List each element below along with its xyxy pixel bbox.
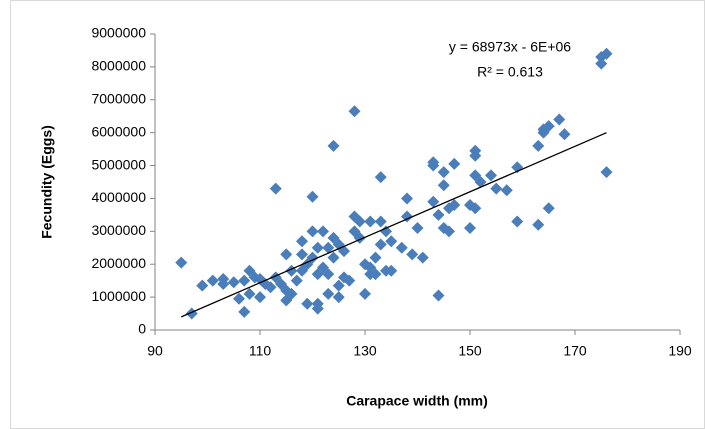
data-point (227, 276, 240, 289)
data-point (196, 279, 209, 292)
x-tick-label: 90 (147, 343, 163, 359)
data-point (474, 176, 487, 188)
data-point (464, 222, 476, 235)
y-tick-label: 2000000 (91, 255, 146, 271)
data-point (595, 57, 608, 70)
data-point (600, 47, 613, 60)
data-point (243, 287, 256, 300)
data-point (432, 208, 445, 221)
data-point (327, 139, 340, 152)
data-point (359, 287, 371, 300)
data-point (285, 287, 298, 300)
y-tick-label: 0 (138, 321, 146, 337)
data-point (374, 238, 387, 251)
data-point (374, 215, 387, 228)
x-tick-label: 190 (668, 343, 692, 359)
x-tick-label: 150 (458, 343, 482, 359)
data-point (542, 120, 555, 133)
data-point (369, 251, 382, 264)
data-point (217, 277, 230, 290)
y-tick-label: 3000000 (91, 222, 146, 238)
data-point (296, 235, 308, 248)
data-point (532, 218, 545, 231)
y-tick-label: 7000000 (91, 90, 146, 106)
y-tick-label: 9000000 (91, 25, 146, 41)
data-point (401, 210, 413, 223)
data-point (485, 169, 497, 182)
data-point (290, 274, 303, 287)
r-squared-annotation: R² = 0.613 (477, 64, 543, 80)
data-point (532, 139, 545, 152)
data-point (264, 281, 277, 294)
data-point (385, 235, 398, 248)
data-point (558, 128, 571, 141)
data-point (448, 157, 461, 170)
data-point (437, 166, 450, 179)
data-point (427, 195, 440, 208)
data-point (437, 179, 450, 192)
data-point (322, 287, 335, 300)
data-point (327, 251, 340, 264)
data-point (317, 225, 329, 238)
data-point (348, 105, 361, 118)
data-point (280, 248, 293, 261)
data-point (311, 302, 324, 315)
data-point (296, 248, 308, 261)
data-point (542, 202, 555, 215)
x-tick-label: 130 (353, 343, 377, 359)
data-point (448, 199, 461, 212)
data-point (500, 184, 513, 197)
data-point (322, 268, 335, 281)
data-point (238, 305, 251, 318)
data-point (233, 292, 245, 305)
data-point (443, 225, 455, 238)
x-axis-title: Carapace width (mm) (346, 393, 488, 409)
y-tick-label: 1000000 (91, 288, 146, 304)
data-point (380, 225, 392, 238)
y-axis-title: Fecundity (Eggs) (39, 125, 55, 239)
data-point (511, 215, 524, 228)
data-point (364, 215, 377, 228)
data-point (301, 297, 314, 310)
data-point (238, 274, 251, 287)
y-tick-label: 5000000 (91, 156, 146, 172)
data-point (306, 225, 319, 238)
data-point (322, 241, 335, 254)
data-point (490, 182, 503, 195)
data-point (343, 274, 356, 287)
data-point (332, 279, 345, 292)
data-point (254, 291, 266, 304)
data-point (406, 248, 419, 261)
data-point (600, 166, 613, 179)
data-point (432, 289, 445, 302)
data-point (395, 241, 408, 254)
equation-annotation: y = 68973x - 6E+06 (449, 39, 571, 55)
data-point (427, 156, 440, 169)
x-tick-label: 110 (249, 343, 272, 359)
y-tick-label: 6000000 (91, 123, 146, 139)
data-point (269, 182, 282, 195)
data-point (311, 241, 324, 254)
data-point (416, 251, 429, 264)
x-tick-label: 170 (563, 343, 587, 359)
data-point (306, 190, 319, 203)
y-tick-label: 4000000 (91, 189, 146, 205)
data-point (175, 256, 188, 269)
data-point (385, 264, 398, 277)
data-point (469, 202, 482, 215)
data-point (374, 171, 387, 184)
data-point (332, 291, 345, 304)
data-point (401, 192, 413, 205)
data-point (411, 222, 424, 235)
trendline (180, 132, 607, 318)
data-point (369, 268, 382, 281)
data-point (353, 215, 366, 228)
data-point (469, 144, 482, 157)
data-point (553, 113, 566, 126)
data-point (206, 274, 219, 287)
y-tick-label: 8000000 (91, 58, 146, 74)
